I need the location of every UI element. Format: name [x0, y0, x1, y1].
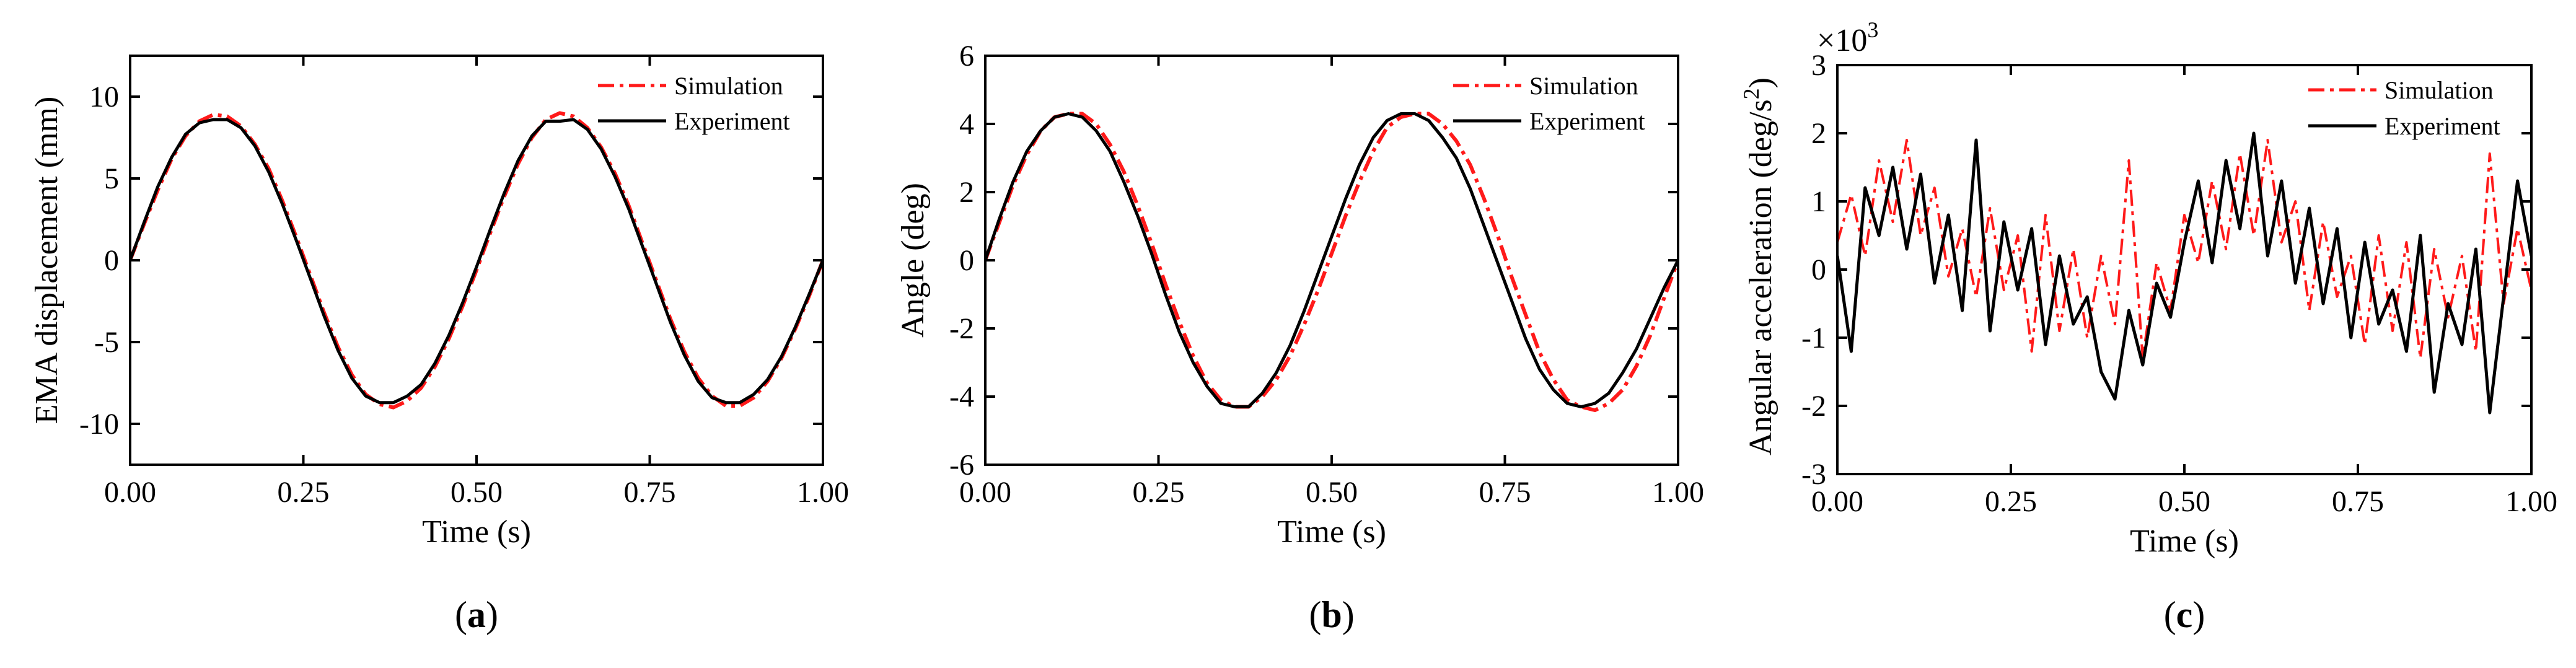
panel-b-xtick-label: 1.00 [1652, 476, 1704, 509]
panel-a-ytick-label: 5 [104, 162, 119, 195]
panel-b-ticks: 0.00 0.25 0.50 0.75 1.00 -6 -4 -2 0 2 4 6 [949, 40, 1704, 509]
panel-a-ytick-label: -5 [94, 326, 119, 359]
panel-c-ytick-label: -3 [1801, 458, 1826, 491]
panel-a-ylabel: EMA displacement (mm) [29, 97, 64, 424]
panel-a-ytick-label: -10 [79, 408, 119, 441]
panel-c-legend-sim-label: Simulation [2385, 76, 2494, 104]
panel-c: 0.00 0.25 0.50 0.75 1.00 -3 -2 -1 0 1 2 3 ×103 Time… [1739, 17, 2557, 635]
panel-b-ytick-label: -2 [949, 312, 974, 345]
panel-b-xtick-label: 0.50 [1306, 476, 1358, 509]
panel-c-xtick-label: 0.00 [1811, 485, 1863, 518]
panel-b-ylabel: Angle (deg) [895, 183, 931, 338]
panel-c-ytick-label: -1 [1801, 322, 1826, 354]
panel-c-xlabel: Time (s) [2130, 524, 2239, 559]
panel-b-legend: Simulation Experiment [1453, 72, 1645, 135]
panel-a-legend: Simulation Experiment [598, 72, 790, 135]
panel-c-ytick-label: 3 [1811, 49, 1826, 82]
panel-c-ytick-label: 1 [1811, 185, 1826, 218]
panel-b-xlabel: Time (s) [1277, 514, 1386, 550]
panel-b-series-experiment [985, 112, 1678, 408]
panel-c-ylabel: Angular acceleration (deg/s2) [1739, 77, 1778, 455]
panel-c-ticks: 0.00 0.25 0.50 0.75 1.00 -3 -2 -1 0 1 2 3 [1801, 49, 2557, 518]
panel-a-ytick-label: 0 [104, 244, 119, 277]
panel-b-series-simulation [985, 112, 1678, 412]
panel-c-xtick-label: 0.25 [1985, 485, 2037, 518]
panel-c-caption: (c) [2164, 594, 2205, 635]
panel-a: 0.00 0.25 0.50 0.75 1.00 -10 -5 0 5 10 Time (s) E… [29, 55, 849, 635]
panel-c-series-simulation [1837, 139, 2531, 359]
panel-a-legend-exp-label: Experiment [674, 107, 790, 135]
panel-a-xtick-label: 0.75 [624, 476, 676, 509]
panel-c-ytick-label: -2 [1801, 390, 1826, 423]
panel-c-xtick-label: 1.00 [2505, 485, 2557, 518]
panel-b-series [985, 112, 1678, 412]
panel-b-ytick-label: 6 [959, 40, 974, 73]
panel-b-ytick-label: 4 [959, 108, 974, 141]
panel-a-series [130, 111, 823, 410]
panel-b-legend-exp-label: Experiment [1529, 107, 1645, 135]
panel-c-series [1837, 131, 2531, 415]
panel-a-legend-sim-label: Simulation [674, 72, 783, 100]
panel-c-series-experiment [1837, 131, 2531, 415]
panel-b-xtick-label: 0.00 [959, 476, 1011, 509]
panel-a-series-experiment [130, 118, 823, 405]
panel-c-legend-exp-label: Experiment [2385, 112, 2500, 140]
panel-c-multiplier: ×103 [1817, 17, 1878, 58]
panel-a-xtick-label: 1.00 [797, 476, 849, 509]
panel-c-ytick-label: 2 [1811, 117, 1826, 150]
panel-c-legend: Simulation Experiment [2308, 76, 2500, 140]
panel-c-xtick-label: 0.75 [2332, 485, 2384, 518]
panel-a-xtick-label: 0.25 [278, 476, 330, 509]
panel-b-ytick-label: 0 [959, 244, 974, 277]
panel-a-ytick-label: 10 [89, 81, 119, 113]
panel-c-ytick-label: 0 [1811, 253, 1826, 286]
panel-c-xtick-label: 0.50 [2158, 485, 2210, 518]
panel-b-caption: (b) [1309, 594, 1354, 635]
panel-a-xtick-label: 0.50 [451, 476, 503, 509]
panel-a-xlabel: Time (s) [422, 514, 531, 550]
panel-a-xtick-label: 0.00 [104, 476, 156, 509]
panel-b-xtick-label: 0.75 [1479, 476, 1531, 509]
panel-b-ytick-label: -6 [949, 449, 974, 481]
panel-b-legend-sim-label: Simulation [1529, 72, 1638, 100]
panel-b-ytick-label: -4 [949, 380, 974, 413]
panel-a-ticks: 0.00 0.25 0.50 0.75 1.00 -10 -5 0 5 10 [79, 56, 849, 509]
panel-b-ytick-label: 2 [959, 176, 974, 209]
panel-b-xtick-label: 0.25 [1133, 476, 1185, 509]
panel-a-caption: (a) [455, 594, 498, 635]
